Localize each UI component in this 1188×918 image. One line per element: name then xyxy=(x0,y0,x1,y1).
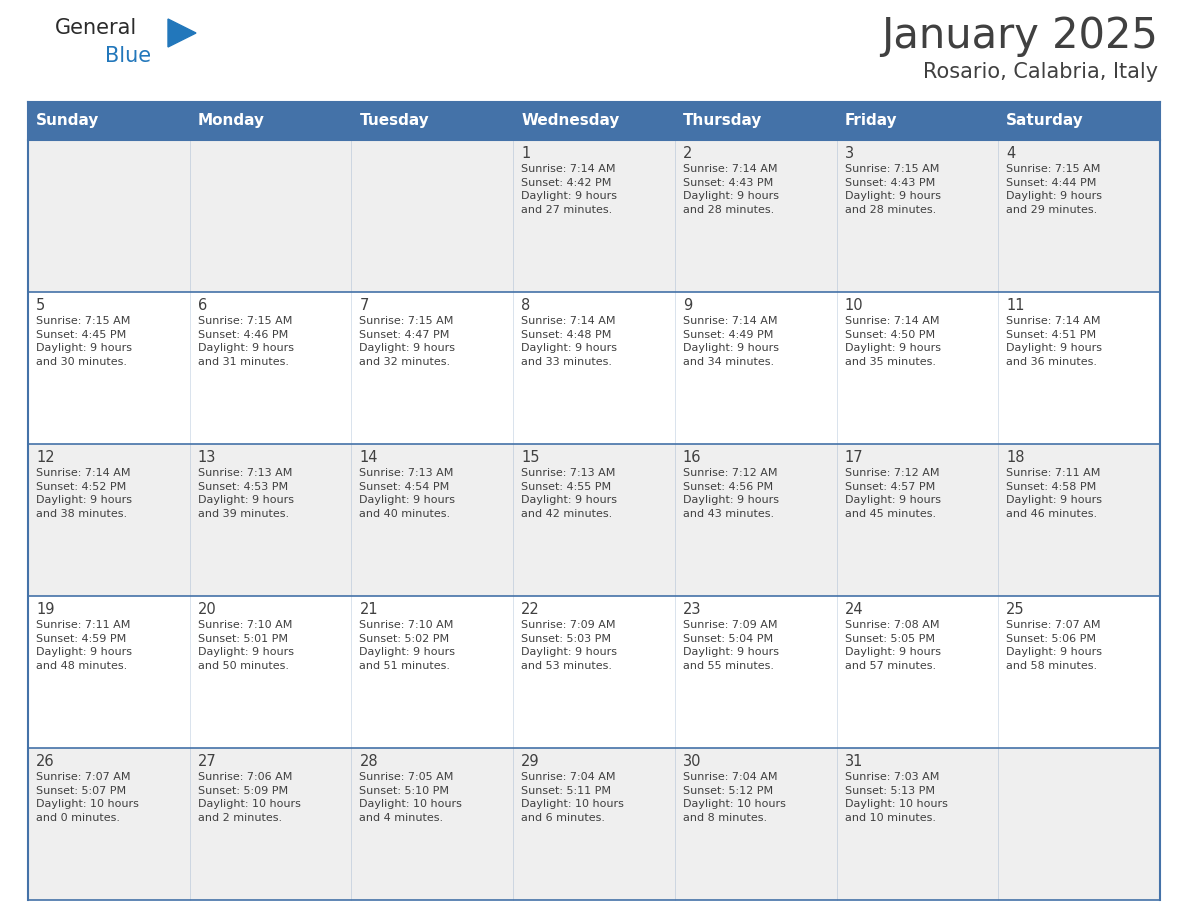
Text: Blue: Blue xyxy=(105,46,151,66)
Text: Sunrise: 7:15 AM
Sunset: 4:44 PM
Daylight: 9 hours
and 29 minutes.: Sunrise: 7:15 AM Sunset: 4:44 PM Dayligh… xyxy=(1006,164,1102,215)
Text: 17: 17 xyxy=(845,450,864,465)
Text: Monday: Monday xyxy=(197,114,265,129)
Text: 15: 15 xyxy=(522,450,539,465)
Text: 24: 24 xyxy=(845,602,864,617)
Bar xyxy=(29,444,1159,596)
Text: Saturday: Saturday xyxy=(1006,114,1083,129)
Text: 30: 30 xyxy=(683,754,701,769)
Text: 20: 20 xyxy=(197,602,216,617)
Text: 7: 7 xyxy=(360,298,368,313)
Text: 18: 18 xyxy=(1006,450,1025,465)
Text: 11: 11 xyxy=(1006,298,1025,313)
Text: Sunrise: 7:14 AM
Sunset: 4:43 PM
Daylight: 9 hours
and 28 minutes.: Sunrise: 7:14 AM Sunset: 4:43 PM Dayligh… xyxy=(683,164,779,215)
Text: Sunrise: 7:06 AM
Sunset: 5:09 PM
Daylight: 10 hours
and 2 minutes.: Sunrise: 7:06 AM Sunset: 5:09 PM Dayligh… xyxy=(197,772,301,823)
Text: Sunrise: 7:15 AM
Sunset: 4:45 PM
Daylight: 9 hours
and 30 minutes.: Sunrise: 7:15 AM Sunset: 4:45 PM Dayligh… xyxy=(36,316,132,367)
Text: Sunrise: 7:14 AM
Sunset: 4:49 PM
Daylight: 9 hours
and 34 minutes.: Sunrise: 7:14 AM Sunset: 4:49 PM Dayligh… xyxy=(683,316,779,367)
Polygon shape xyxy=(168,19,196,47)
Text: 23: 23 xyxy=(683,602,701,617)
Text: 8: 8 xyxy=(522,298,530,313)
Bar xyxy=(836,102,998,140)
Text: Sunrise: 7:13 AM
Sunset: 4:55 PM
Daylight: 9 hours
and 42 minutes.: Sunrise: 7:13 AM Sunset: 4:55 PM Dayligh… xyxy=(522,468,617,519)
Text: Sunrise: 7:12 AM
Sunset: 4:57 PM
Daylight: 9 hours
and 45 minutes.: Sunrise: 7:12 AM Sunset: 4:57 PM Dayligh… xyxy=(845,468,941,519)
Text: 6: 6 xyxy=(197,298,207,313)
Text: Sunrise: 7:11 AM
Sunset: 4:59 PM
Daylight: 9 hours
and 48 minutes.: Sunrise: 7:11 AM Sunset: 4:59 PM Dayligh… xyxy=(36,620,132,671)
Text: 4: 4 xyxy=(1006,146,1016,161)
Text: 25: 25 xyxy=(1006,602,1025,617)
Text: 21: 21 xyxy=(360,602,378,617)
Text: Sunrise: 7:15 AM
Sunset: 4:46 PM
Daylight: 9 hours
and 31 minutes.: Sunrise: 7:15 AM Sunset: 4:46 PM Dayligh… xyxy=(197,316,293,367)
Text: Wednesday: Wednesday xyxy=(522,114,619,129)
Text: Sunrise: 7:14 AM
Sunset: 4:48 PM
Daylight: 9 hours
and 33 minutes.: Sunrise: 7:14 AM Sunset: 4:48 PM Dayligh… xyxy=(522,316,617,367)
Text: Sunrise: 7:10 AM
Sunset: 5:02 PM
Daylight: 9 hours
and 51 minutes.: Sunrise: 7:10 AM Sunset: 5:02 PM Dayligh… xyxy=(360,620,455,671)
Text: 9: 9 xyxy=(683,298,693,313)
Text: Sunrise: 7:08 AM
Sunset: 5:05 PM
Daylight: 9 hours
and 57 minutes.: Sunrise: 7:08 AM Sunset: 5:05 PM Dayligh… xyxy=(845,620,941,671)
Text: Sunrise: 7:03 AM
Sunset: 5:13 PM
Daylight: 10 hours
and 10 minutes.: Sunrise: 7:03 AM Sunset: 5:13 PM Dayligh… xyxy=(845,772,948,823)
Text: Thursday: Thursday xyxy=(683,114,763,129)
Text: Sunrise: 7:12 AM
Sunset: 4:56 PM
Daylight: 9 hours
and 43 minutes.: Sunrise: 7:12 AM Sunset: 4:56 PM Dayligh… xyxy=(683,468,779,519)
Text: 1: 1 xyxy=(522,146,530,161)
Text: January 2025: January 2025 xyxy=(881,15,1158,57)
Text: 31: 31 xyxy=(845,754,862,769)
Text: Sunrise: 7:14 AM
Sunset: 4:52 PM
Daylight: 9 hours
and 38 minutes.: Sunrise: 7:14 AM Sunset: 4:52 PM Dayligh… xyxy=(36,468,132,519)
Text: Sunrise: 7:04 AM
Sunset: 5:11 PM
Daylight: 10 hours
and 6 minutes.: Sunrise: 7:04 AM Sunset: 5:11 PM Dayligh… xyxy=(522,772,624,823)
Text: Sunday: Sunday xyxy=(36,114,100,129)
Text: 5: 5 xyxy=(36,298,45,313)
Bar xyxy=(352,102,513,140)
Text: 19: 19 xyxy=(36,602,55,617)
Text: 29: 29 xyxy=(522,754,539,769)
Bar xyxy=(190,102,352,140)
Bar xyxy=(675,102,836,140)
Bar xyxy=(29,102,190,140)
Text: Sunrise: 7:13 AM
Sunset: 4:53 PM
Daylight: 9 hours
and 39 minutes.: Sunrise: 7:13 AM Sunset: 4:53 PM Dayligh… xyxy=(197,468,293,519)
Text: 12: 12 xyxy=(36,450,55,465)
Text: 13: 13 xyxy=(197,450,216,465)
Text: Friday: Friday xyxy=(845,114,897,129)
Text: 22: 22 xyxy=(522,602,539,617)
Bar xyxy=(998,102,1159,140)
Text: 28: 28 xyxy=(360,754,378,769)
Text: Sunrise: 7:09 AM
Sunset: 5:04 PM
Daylight: 9 hours
and 55 minutes.: Sunrise: 7:09 AM Sunset: 5:04 PM Dayligh… xyxy=(683,620,779,671)
Text: Sunrise: 7:14 AM
Sunset: 4:51 PM
Daylight: 9 hours
and 36 minutes.: Sunrise: 7:14 AM Sunset: 4:51 PM Dayligh… xyxy=(1006,316,1102,367)
Text: Sunrise: 7:11 AM
Sunset: 4:58 PM
Daylight: 9 hours
and 46 minutes.: Sunrise: 7:11 AM Sunset: 4:58 PM Dayligh… xyxy=(1006,468,1102,519)
Text: General: General xyxy=(55,18,138,38)
Text: Sunrise: 7:14 AM
Sunset: 4:42 PM
Daylight: 9 hours
and 27 minutes.: Sunrise: 7:14 AM Sunset: 4:42 PM Dayligh… xyxy=(522,164,617,215)
Text: Rosario, Calabria, Italy: Rosario, Calabria, Italy xyxy=(923,62,1158,82)
Text: 16: 16 xyxy=(683,450,701,465)
Text: Sunrise: 7:07 AM
Sunset: 5:06 PM
Daylight: 9 hours
and 58 minutes.: Sunrise: 7:07 AM Sunset: 5:06 PM Dayligh… xyxy=(1006,620,1102,671)
Text: Sunrise: 7:13 AM
Sunset: 4:54 PM
Daylight: 9 hours
and 40 minutes.: Sunrise: 7:13 AM Sunset: 4:54 PM Dayligh… xyxy=(360,468,455,519)
Text: Sunrise: 7:07 AM
Sunset: 5:07 PM
Daylight: 10 hours
and 0 minutes.: Sunrise: 7:07 AM Sunset: 5:07 PM Dayligh… xyxy=(36,772,139,823)
Bar xyxy=(29,140,1159,292)
Text: 14: 14 xyxy=(360,450,378,465)
Bar xyxy=(513,102,675,140)
Text: Tuesday: Tuesday xyxy=(360,114,429,129)
Text: Sunrise: 7:09 AM
Sunset: 5:03 PM
Daylight: 9 hours
and 53 minutes.: Sunrise: 7:09 AM Sunset: 5:03 PM Dayligh… xyxy=(522,620,617,671)
Text: Sunrise: 7:15 AM
Sunset: 4:43 PM
Daylight: 9 hours
and 28 minutes.: Sunrise: 7:15 AM Sunset: 4:43 PM Dayligh… xyxy=(845,164,941,215)
Text: Sunrise: 7:05 AM
Sunset: 5:10 PM
Daylight: 10 hours
and 4 minutes.: Sunrise: 7:05 AM Sunset: 5:10 PM Dayligh… xyxy=(360,772,462,823)
Text: Sunrise: 7:10 AM
Sunset: 5:01 PM
Daylight: 9 hours
and 50 minutes.: Sunrise: 7:10 AM Sunset: 5:01 PM Dayligh… xyxy=(197,620,293,671)
Text: 3: 3 xyxy=(845,146,854,161)
Text: Sunrise: 7:14 AM
Sunset: 4:50 PM
Daylight: 9 hours
and 35 minutes.: Sunrise: 7:14 AM Sunset: 4:50 PM Dayligh… xyxy=(845,316,941,367)
Text: 27: 27 xyxy=(197,754,216,769)
Text: 26: 26 xyxy=(36,754,55,769)
Bar xyxy=(29,748,1159,900)
Text: 10: 10 xyxy=(845,298,864,313)
Bar xyxy=(29,596,1159,748)
Text: 2: 2 xyxy=(683,146,693,161)
Text: Sunrise: 7:04 AM
Sunset: 5:12 PM
Daylight: 10 hours
and 8 minutes.: Sunrise: 7:04 AM Sunset: 5:12 PM Dayligh… xyxy=(683,772,785,823)
Text: Sunrise: 7:15 AM
Sunset: 4:47 PM
Daylight: 9 hours
and 32 minutes.: Sunrise: 7:15 AM Sunset: 4:47 PM Dayligh… xyxy=(360,316,455,367)
Bar xyxy=(29,292,1159,444)
